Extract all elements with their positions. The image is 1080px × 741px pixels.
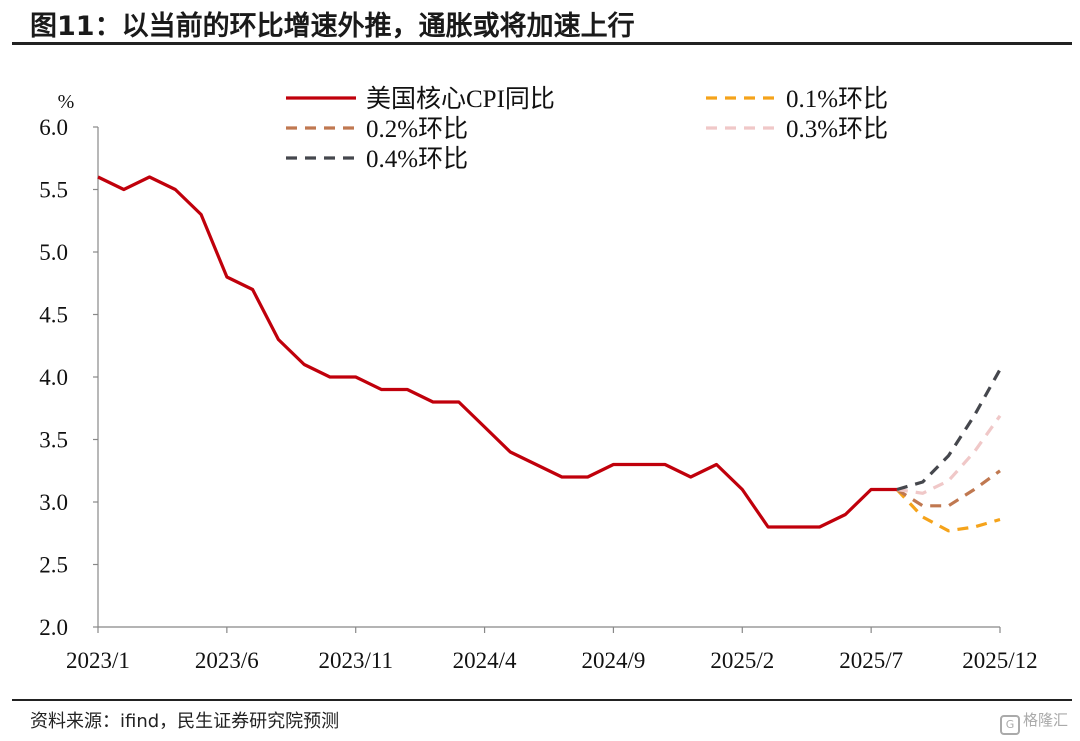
legend-label-4: 0.4%环比 (366, 145, 468, 173)
legend-label-0: 美国核心CPI同比 (366, 85, 555, 113)
watermark-logo-icon: G (999, 715, 1020, 735)
x-tick-label: 2025/7 (839, 648, 903, 673)
x-tick-label: 2025/2 (710, 648, 774, 673)
series-line-2 (896, 469, 1001, 508)
x-tick-label: 2023/11 (318, 648, 393, 673)
x-tick-label: 2024/4 (453, 648, 517, 673)
cpi-line-chart: 6.0 5.5 5.0 4.5 4.0 3.5 3.0 2.5 2.0% 2023/1 2023/6… (39, 85, 1037, 673)
series-line-1 (895, 488, 1001, 533)
series-line-0 (97, 175, 897, 529)
y-tick-label: 2.0 (39, 615, 68, 640)
legend-label-1: 0.1%环比 (786, 85, 888, 113)
chart-title: 图11：以当前的环比增速外推，通胀或将加速上行 (30, 11, 635, 42)
series-line-4 (896, 368, 1002, 492)
x-tick-label: 2023/6 (195, 648, 259, 673)
source-note: 资料来源：ifind，民生证券研究院预测 (30, 711, 340, 732)
chart-legend: 美国核心CPI同比 0.1%环比 0.2%环比 0.3%环比 0.4%环比 (286, 85, 888, 173)
y-tick-label: 4.0 (39, 365, 68, 390)
legend-label-2: 0.2%环比 (366, 115, 468, 143)
y-tick-label: 3.0 (39, 490, 68, 515)
y-tick-label: 5.0 (39, 240, 68, 265)
watermark: G 格隆汇 (999, 709, 1068, 735)
y-tick-label: 2.5 (39, 553, 68, 578)
y-tick-label: 3.5 (39, 428, 68, 453)
title-underline (12, 42, 1072, 45)
watermark-text: 格隆汇 (1022, 711, 1068, 729)
x-tick-label: 2024/9 (581, 648, 645, 673)
y-tick-label: 5.5 (39, 178, 68, 203)
footer-rule (12, 699, 1072, 701)
x-tick-label: 2025/12 (962, 648, 1037, 673)
y-tick-label: 6.0 (39, 115, 68, 140)
legend-label-3: 0.3%环比 (786, 115, 888, 143)
x-tick-label: 2023/1 (66, 648, 130, 673)
y-unit-label: % (58, 91, 75, 113)
chart-series (97, 175, 1002, 533)
chart-axes: 6.0 5.5 5.0 4.5 4.0 3.5 3.0 2.5 2.0% 2023/1 2023/6… (39, 91, 1037, 673)
y-tick-label: 4.5 (39, 303, 68, 328)
